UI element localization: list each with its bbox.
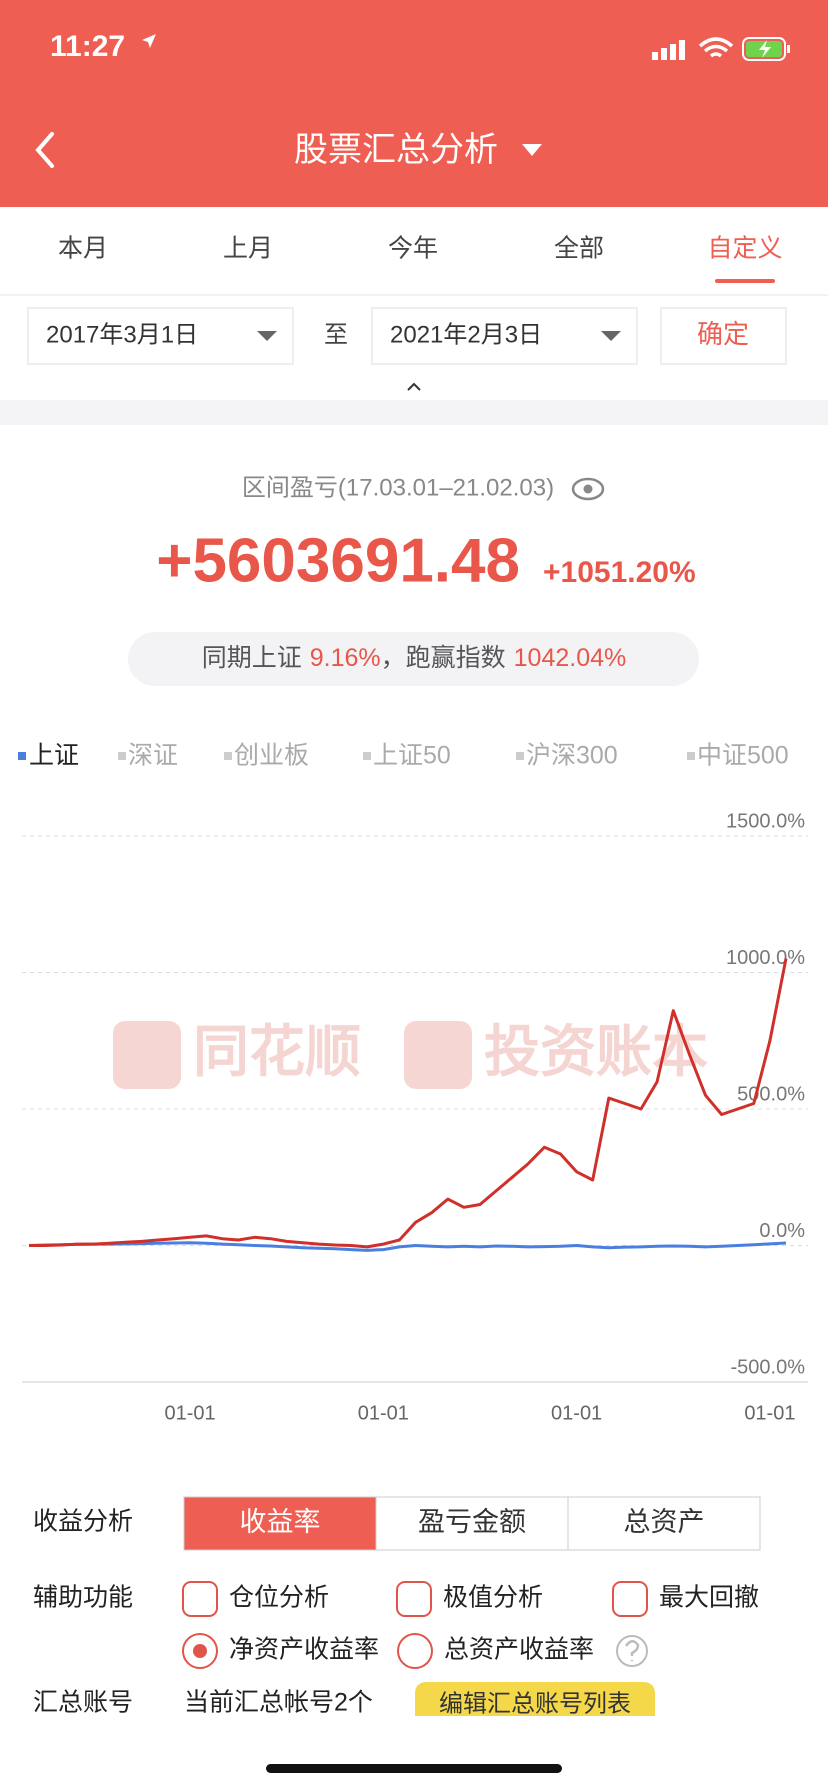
date-picker[interactable] <box>27 307 294 365</box>
beat-label: ，跑赢指数 <box>381 644 506 672</box>
account-info: 当前汇总帐号2个 <box>184 1689 373 1717</box>
segment[interactable] <box>183 1496 377 1551</box>
battery-icon <box>742 37 790 61</box>
x-tick-label: 01-01 <box>551 1402 602 1424</box>
y-tick-label: 1000.0% <box>726 947 805 969</box>
index-tab[interactable]: 上证 <box>29 742 79 770</box>
period-tab[interactable]: 上月 <box>223 235 273 263</box>
index-swatch <box>224 752 232 760</box>
period-tab[interactable]: 今年 <box>388 235 438 263</box>
signal-icon <box>652 40 685 60</box>
checkbox-label[interactable]: 极值分析 <box>443 1584 543 1612</box>
compare-label: 同期上证 <box>202 644 302 672</box>
radio-label[interactable]: 净资产收益率 <box>229 1636 379 1664</box>
index-tab[interactable]: 创业板 <box>234 742 309 770</box>
checkbox-label[interactable]: 仓位分析 <box>229 1584 329 1612</box>
period-tab[interactable]: 自定义 <box>707 235 782 263</box>
profit-amount: +5603691.48 <box>156 526 520 595</box>
section-label: 收益分析 <box>33 1508 133 1536</box>
index-tab[interactable]: 深证 <box>128 742 178 770</box>
checkbox[interactable] <box>612 1581 648 1617</box>
index-swatch <box>118 752 126 760</box>
y-tick-label: 1500.0% <box>726 810 805 832</box>
y-tick-label: 500.0% <box>737 1083 805 1105</box>
y-tick-label: -500.0% <box>731 1356 806 1378</box>
summary-label: 区间盈亏(17.03.01–21.02.03) <box>242 474 554 501</box>
account-button[interactable] <box>415 1682 655 1716</box>
profit-percent: +1051.20% <box>543 556 696 589</box>
location-icon <box>142 34 156 48</box>
checkbox-label[interactable]: 最大回撤 <box>659 1584 759 1612</box>
index-tab[interactable]: 上证50 <box>373 742 451 770</box>
collapse-caret[interactable] <box>407 382 421 391</box>
index-swatch <box>363 752 371 760</box>
home-indicator <box>266 1764 562 1773</box>
compare-pill <box>128 632 699 686</box>
watermark-icon <box>404 1021 472 1089</box>
radio-dot <box>193 1644 207 1658</box>
y-tick-label: 0.0% <box>759 1220 805 1242</box>
index-swatch <box>687 752 695 760</box>
segment-label[interactable]: 总资产 <box>624 1507 705 1537</box>
section-gap <box>0 400 828 425</box>
segment-label[interactable]: 收益率 <box>240 1507 321 1537</box>
checkbox[interactable] <box>182 1581 218 1617</box>
x-tick-label: 01-01 <box>164 1402 215 1424</box>
confirm-label[interactable]: 确定 <box>697 319 749 349</box>
compare-text: 同期上证 9.16%，跑赢指数 1042.04% <box>202 644 627 672</box>
legend-swatch <box>18 752 26 760</box>
segment[interactable] <box>567 1496 761 1551</box>
help-icon[interactable] <box>616 1635 648 1667</box>
x-tick-label: 01-01 <box>358 1402 409 1424</box>
date-value: 2021年2月3日 <box>390 321 542 348</box>
series-line <box>28 1241 787 1252</box>
index-swatch <box>516 752 524 760</box>
header-bg <box>0 0 828 207</box>
x-tick-label: 01-01 <box>744 1402 795 1424</box>
watermark-text: 投资账本 <box>484 1020 708 1083</box>
date-separator: 至 <box>324 321 348 348</box>
date-dropdown <box>257 331 277 341</box>
confirm-button[interactable] <box>660 307 787 365</box>
date-value: 2017年3月1日 <box>46 321 198 348</box>
section-label: 辅助功能 <box>33 1584 133 1612</box>
period-tab[interactable]: 本月 <box>58 235 108 263</box>
eye-icon[interactable] <box>571 477 605 501</box>
index-return: 9.16% <box>310 644 381 672</box>
date-picker[interactable] <box>371 307 638 365</box>
beat-value: 1042.04% <box>514 644 627 672</box>
help-mark <box>624 1640 640 1661</box>
nav-dropdown[interactable] <box>522 144 542 156</box>
account-button-label[interactable]: 编辑汇总账号列表 <box>439 1690 631 1717</box>
back-button[interactable] <box>35 132 54 168</box>
watermark-text: 同花顺 <box>193 1020 361 1083</box>
watermark-icon <box>113 1021 181 1089</box>
section-label: 汇总账号 <box>33 1689 133 1717</box>
tab-indicator <box>715 279 775 283</box>
period-tab[interactable]: 全部 <box>554 235 604 263</box>
date-dropdown <box>601 331 621 341</box>
radio[interactable] <box>397 1633 433 1669</box>
index-tab[interactable]: 中证500 <box>697 742 789 770</box>
nav-title[interactable]: 股票汇总分析 <box>294 131 498 169</box>
checkbox[interactable] <box>396 1581 432 1617</box>
series-line <box>29 958 788 1249</box>
radio-label[interactable]: 总资产收益率 <box>444 1636 594 1664</box>
status-time: 11:27 <box>50 30 125 63</box>
index-tab[interactable]: 沪深300 <box>526 742 618 770</box>
wifi-icon <box>698 37 734 58</box>
segment-label[interactable]: 盈亏金额 <box>418 1507 526 1537</box>
